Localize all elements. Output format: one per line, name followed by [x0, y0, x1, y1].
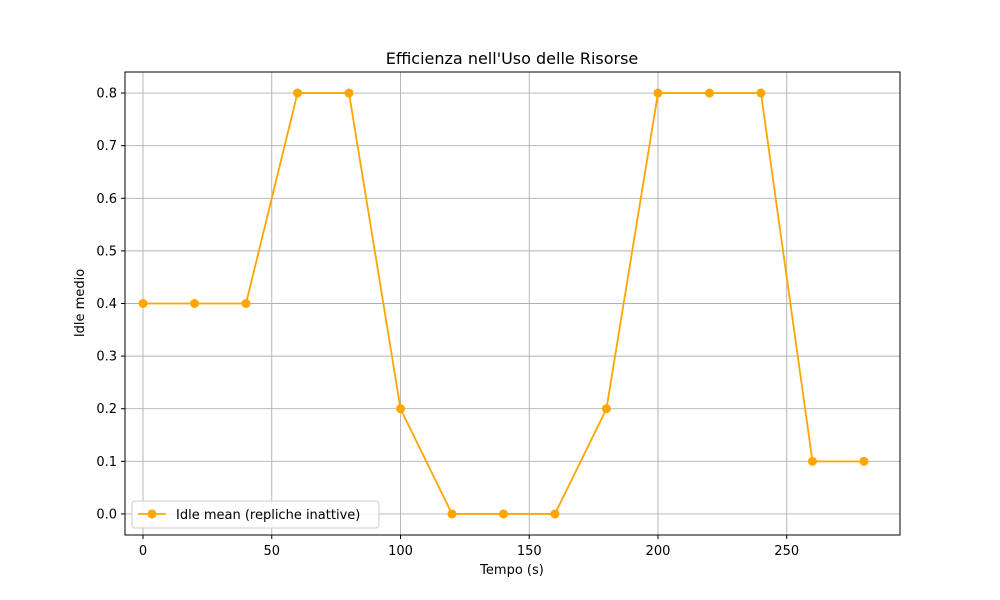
data-point [447, 509, 457, 519]
data-point [498, 509, 508, 519]
legend: Idle mean (repliche inattive) [131, 500, 380, 529]
x-tick-label: 150 [517, 544, 542, 559]
y-tick-label: 0.4 [96, 297, 117, 312]
chart-title: Efficienza nell'Uso delle Risorse [386, 49, 639, 68]
y-tick-label: 0.3 [96, 350, 117, 365]
legend-box [131, 500, 380, 529]
data-point [241, 299, 251, 308]
y-tick-label: 0.1 [96, 455, 117, 470]
x-tick-label: 50 [263, 544, 280, 559]
data-point [395, 404, 405, 414]
data-point [138, 299, 148, 308]
x-tick-label: 0 [139, 544, 147, 559]
legend-marker-swatch [147, 509, 157, 519]
y-tick-label: 0.6 [96, 192, 117, 207]
x-tick-label: 200 [646, 544, 671, 559]
legend-label: Idle mean (repliche inattive) [176, 508, 360, 523]
x-tick-label: 100 [388, 544, 413, 559]
series-layer [138, 88, 869, 519]
x-axis-label: Tempo (s) [479, 563, 544, 578]
data-point [807, 456, 817, 466]
y-tick-label: 0.2 [96, 402, 117, 417]
data-point [344, 88, 354, 98]
y-tick-label: 0.0 [96, 507, 117, 522]
data-point [550, 509, 560, 519]
data-point [293, 88, 303, 98]
y-tick-label: 0.8 [96, 87, 117, 102]
x-axis: 0 50 100 150 200 250 [139, 535, 799, 559]
data-point [653, 88, 663, 98]
y-tick-label: 0.5 [96, 244, 117, 259]
x-tick-label: 250 [774, 544, 799, 559]
y-axis: 0.0 0.1 0.2 0.3 0.4 0.5 0.6 0.7 0.8 [96, 87, 125, 522]
data-point [859, 456, 869, 466]
data-point [756, 88, 766, 98]
y-tick-label: 0.7 [96, 139, 117, 154]
data-point [190, 299, 200, 308]
y-axis-label: Idle medio [73, 269, 88, 337]
data-point [704, 88, 714, 98]
data-point [601, 404, 611, 414]
